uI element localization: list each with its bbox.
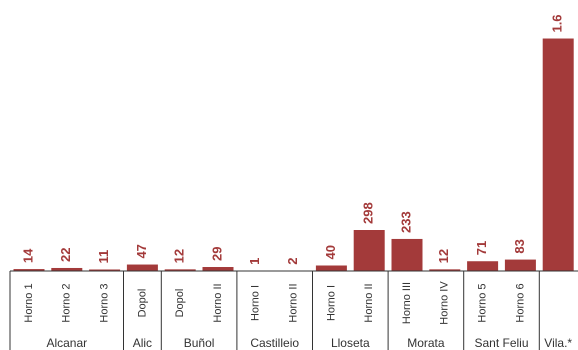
x-tick-label: Horno 5	[477, 283, 489, 322]
bar	[542, 38, 574, 272]
x-tick-label: Horno 2	[61, 283, 73, 322]
bar	[89, 269, 121, 271]
bar	[126, 264, 158, 271]
value-label: 29	[209, 247, 224, 261]
value-label: 1.6	[550, 14, 565, 32]
x-tick-label: Horno II	[363, 283, 375, 322]
value-label: 233	[398, 211, 413, 233]
bar	[353, 230, 385, 271]
bar	[429, 269, 461, 271]
value-label: 40	[323, 245, 338, 259]
x-tick-label: Horno 1	[23, 283, 35, 322]
x-tick-label: Dopol	[174, 289, 186, 318]
x-tick-label: Horno I	[250, 285, 262, 321]
bar	[164, 269, 196, 271]
bar	[467, 261, 499, 271]
group-label: Buñol	[184, 336, 215, 350]
group-label: Castilleio	[250, 336, 299, 350]
group-label: Morata	[407, 336, 445, 350]
bar	[13, 269, 45, 271]
x-tick-label: Horno II	[288, 283, 300, 322]
x-tick-label: Dopol	[136, 289, 148, 318]
group-label: Alic	[133, 336, 152, 350]
value-label: 12	[172, 249, 187, 263]
x-tick-label: Horno 6	[514, 283, 526, 322]
bar	[391, 238, 423, 271]
value-label: 83	[512, 239, 527, 253]
group-label: Vila.*	[544, 336, 572, 350]
value-label: 2	[285, 257, 300, 264]
value-label: 1	[247, 258, 262, 265]
x-tick-label: Horno II	[212, 283, 224, 322]
value-label: 71	[474, 241, 489, 255]
value-label: 12	[436, 249, 451, 263]
x-tick-label: Horno I	[325, 285, 337, 321]
value-label: 11	[96, 250, 111, 264]
value-label: 298	[361, 202, 376, 224]
value-label: 47	[134, 244, 149, 258]
bar	[51, 267, 83, 271]
value-label: 22	[58, 248, 73, 262]
x-tick-label: Horno IV	[439, 281, 451, 325]
x-tick-label: Horno 3	[99, 283, 111, 322]
group-label: Sant Feliu	[474, 336, 528, 350]
group-label: Lloseta	[331, 336, 370, 350]
bar	[504, 259, 536, 271]
bar	[315, 265, 347, 271]
bar	[202, 267, 234, 271]
value-label: 14	[20, 248, 35, 263]
group-label: Alcanar	[46, 336, 87, 350]
x-tick-label: Horno III	[401, 282, 413, 324]
